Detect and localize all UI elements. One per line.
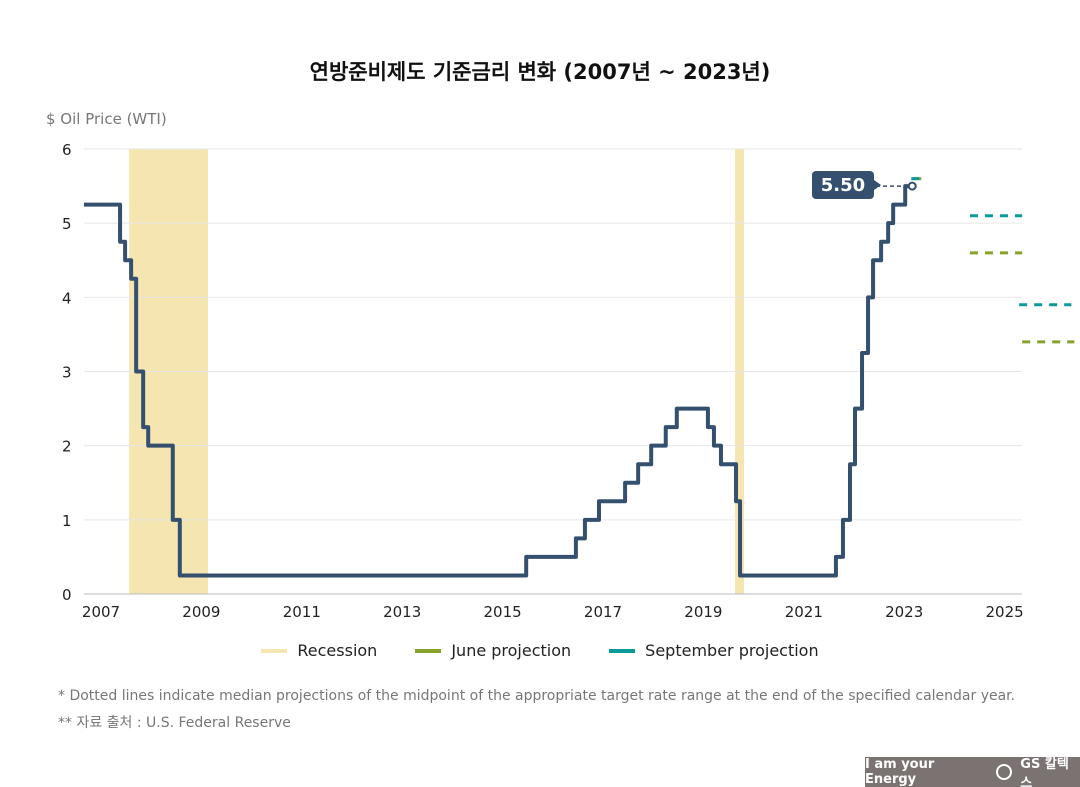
legend-recession: Recession	[261, 641, 377, 660]
current-rate-marker	[907, 181, 917, 191]
fed-rate-line	[83, 184, 913, 578]
x-tick-label: 2017	[584, 603, 622, 621]
footer-slogan: I am your Energy	[865, 757, 935, 787]
x-tick-label: 2015	[484, 603, 522, 621]
gs-logo-icon	[996, 764, 1013, 780]
x-tick-label: 2009	[182, 603, 220, 621]
legend: Recession June projection September proj…	[0, 641, 1080, 660]
y-tick-label: 0	[62, 586, 72, 604]
y-tick-label: 6	[62, 141, 72, 159]
y-axis-label: $ Oil Price (WTI)	[46, 110, 167, 128]
y-tick-label: 5	[62, 215, 72, 233]
footnote-projection: * Dotted lines indicate median projectio…	[58, 688, 1016, 704]
footer-logo: I am your Energy GS 칼텍스	[865, 757, 1080, 787]
y-tick-label: 4	[62, 289, 72, 307]
footer-brand: GS 칼텍스	[1020, 757, 1069, 787]
legend-swatch	[609, 648, 636, 653]
legend-september: September projection	[609, 641, 819, 660]
y-tick-label: 3	[62, 364, 72, 382]
y-tick-label: 1	[62, 512, 72, 530]
x-tick-label: 2025	[986, 603, 1024, 621]
legend-swatch	[415, 648, 442, 653]
x-tick-label: 2023	[885, 603, 923, 621]
current-rate-callout: 5.50	[812, 171, 881, 199]
x-tick-label: 2019	[684, 603, 722, 621]
legend-label: June projection	[451, 641, 572, 660]
x-tick-label: 2007	[82, 603, 120, 621]
legend-label: September projection	[645, 641, 819, 660]
legend-label: Recession	[297, 641, 378, 660]
y-tick-label: 2	[62, 438, 72, 456]
chart-title: 연방준비제도 기준금리 변화 (2007년 ~ 2023년)	[309, 60, 771, 84]
x-tick-label: 2021	[785, 603, 823, 621]
x-tick-label: 2011	[283, 603, 321, 621]
footnote-source: ** 자료 출처 : U.S. Federal Reserve	[58, 715, 291, 731]
x-tick-label: 2013	[383, 603, 421, 621]
legend-swatch	[261, 648, 288, 653]
legend-june: June projection	[415, 641, 571, 660]
